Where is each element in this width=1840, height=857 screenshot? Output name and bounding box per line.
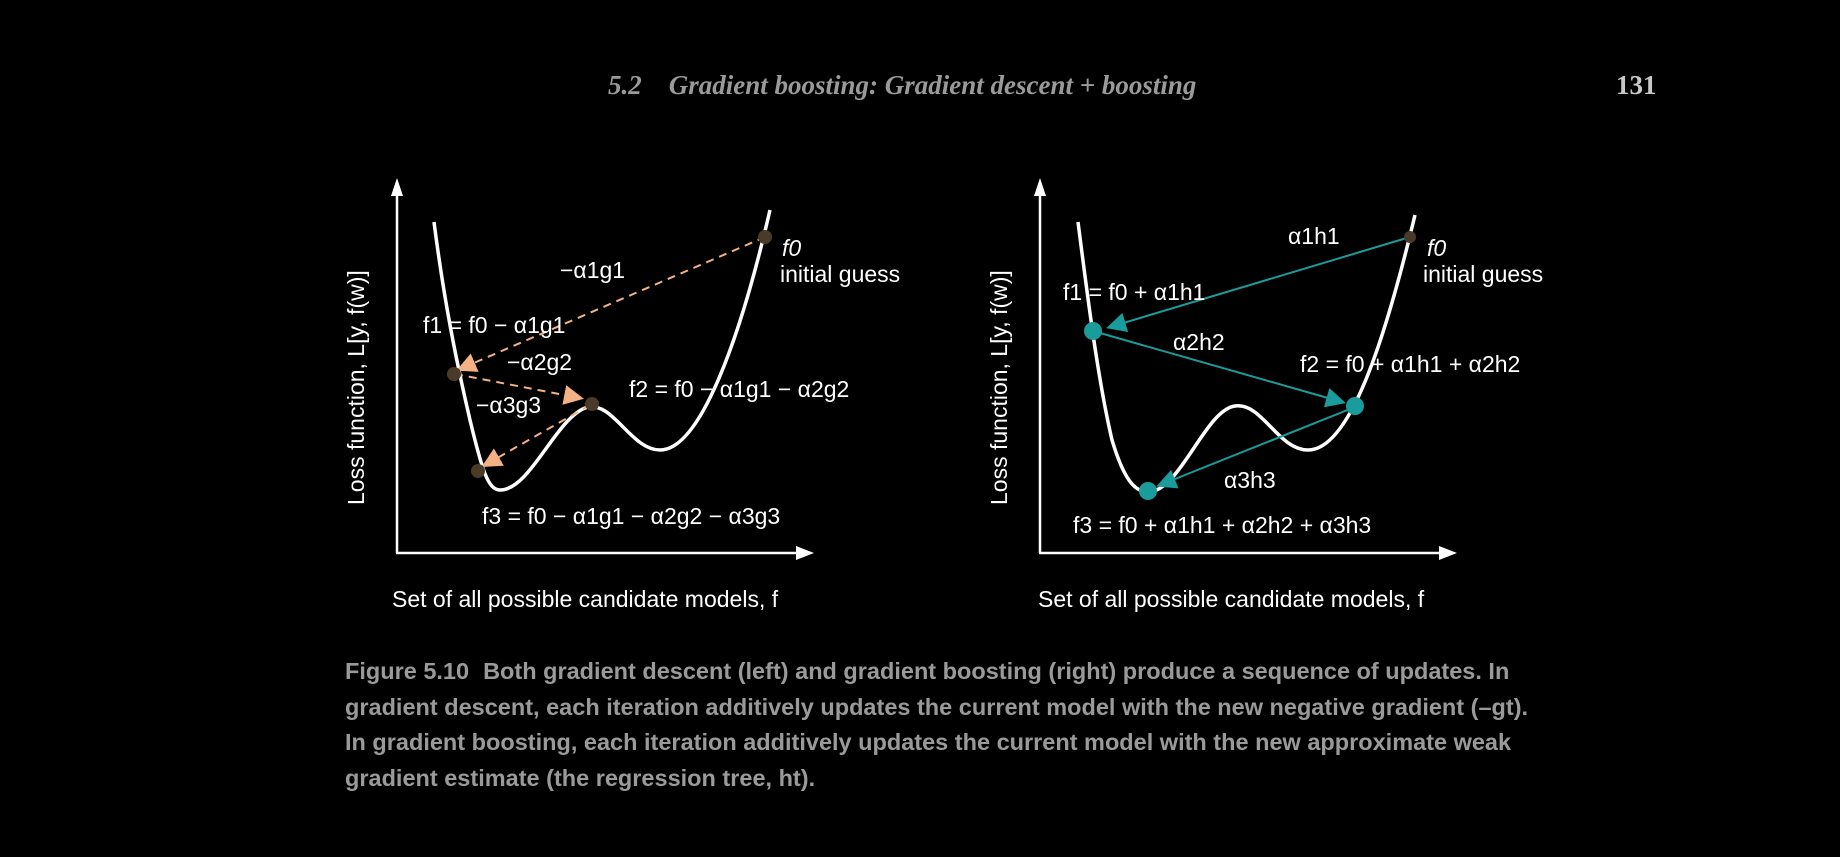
right-f0-note: initial guess: [1423, 261, 1543, 287]
left-f2-label: f2 = f0 − α1g1 − α2g2: [629, 376, 849, 402]
right-point-f3: [1139, 482, 1157, 500]
right-x-axis-label: Set of all possible candidate models, f: [1038, 586, 1425, 612]
right-arrow-3: [1156, 406, 1356, 489]
section-title: 5.2 Gradient boosting: Gradient descent …: [608, 70, 1197, 100]
right-f0-label: f0: [1427, 235, 1446, 261]
figure-label: Figure 5.10: [345, 658, 470, 684]
right-x-axis-arrowhead: [1439, 546, 1457, 560]
left-f0-label: f0: [782, 235, 801, 261]
right-arrow-1: [1106, 236, 1411, 332]
left-y-axis-arrowhead: [391, 178, 403, 196]
left-x-axis-label: Set of all possible candidate models, f: [392, 586, 779, 612]
right-f2-label: f2 = f0 + α1h1 + α2h2: [1300, 351, 1520, 377]
left-f3-label: f3 = f0 − α1g1 − α2g2 − α3g3: [482, 503, 780, 529]
caption-text: Both gradient descent (left) and gradien…: [345, 658, 1529, 791]
left-point-f0: [758, 230, 772, 244]
page-number: 131: [1616, 70, 1657, 100]
right-point-f1: [1084, 322, 1102, 340]
right-point-f2: [1346, 397, 1364, 415]
left-point-f1: [447, 367, 461, 381]
right-f3-label: f3 = f0 + α1h1 + α2h2 + α3h3: [1073, 512, 1371, 538]
left-step2-label: −α2g2: [507, 349, 572, 375]
left-panel-gradient-descent: Loss function, L[y, f(w)] Set of all pos…: [343, 178, 900, 612]
left-f1-label: f1 = f0 − α1g1: [423, 312, 565, 338]
right-loss-curve: [1076, 214, 1417, 494]
right-step2-label: α2h2: [1173, 329, 1225, 355]
figure-caption: Figure 5.10 Both gradient descent (left) …: [345, 654, 1545, 796]
right-y-axis-arrowhead: [1034, 178, 1046, 196]
left-arrow-2: [454, 373, 584, 405]
left-loss-curve: [432, 209, 772, 492]
left-x-axis-arrowhead: [796, 546, 814, 560]
right-f1-label: f1 = f0 + α1h1: [1063, 279, 1205, 305]
right-point-f0: [1404, 231, 1416, 243]
right-step3-label: α3h3: [1224, 467, 1276, 493]
left-f0-note: initial guess: [780, 261, 900, 287]
left-arrow-3: [481, 404, 591, 467]
running-header: 5.2 Gradient boosting: Gradient descent …: [0, 70, 1840, 110]
right-arrow-2: [1092, 330, 1346, 408]
left-step3-label: −α3g3: [476, 392, 541, 418]
right-y-axis-label: Loss function, L[y, f(w)]: [986, 270, 1012, 505]
right-panel-gradient-boosting: Loss function, L[y, f(w)] Set of all pos…: [986, 178, 1543, 612]
left-point-f3: [471, 464, 485, 478]
right-step1-label: α1h1: [1288, 223, 1340, 249]
left-point-f2: [585, 397, 599, 411]
left-y-axis-label: Loss function, L[y, f(w)]: [343, 270, 369, 505]
left-step1-label: −α1g1: [560, 257, 625, 283]
